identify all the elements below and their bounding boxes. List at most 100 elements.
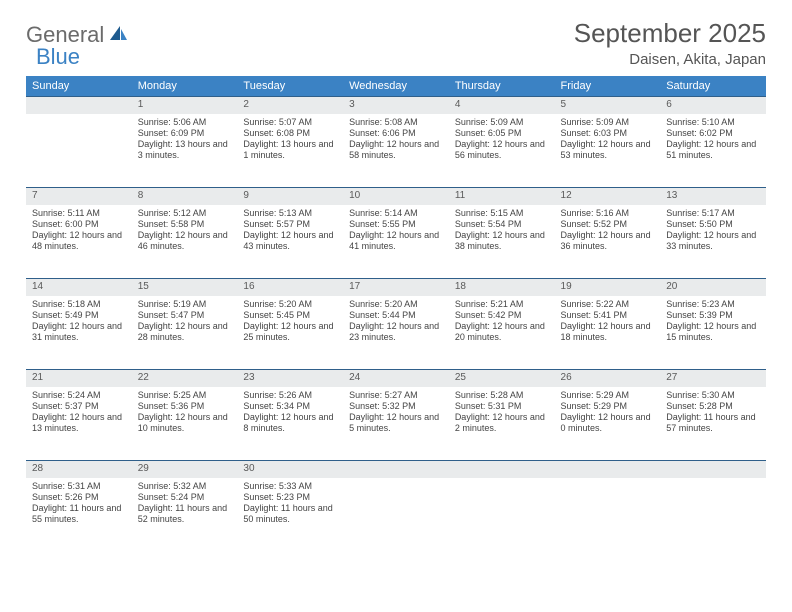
day-content-cell: Sunrise: 5:24 AMSunset: 5:37 PMDaylight:… — [26, 387, 132, 461]
day-number-cell: 7 — [26, 188, 132, 205]
sunset-line: Sunset: 5:26 PM — [32, 492, 126, 503]
sunrise-line: Sunrise: 5:28 AM — [455, 390, 549, 401]
day-number-cell: 5 — [555, 97, 661, 114]
sunset-line: Sunset: 5:55 PM — [349, 219, 443, 230]
day-number-cell: 26 — [555, 370, 661, 387]
sunrise-line: Sunrise: 5:08 AM — [349, 117, 443, 128]
day-number-cell: 18 — [449, 279, 555, 296]
daylight-line: Daylight: 12 hours and 8 minutes. — [243, 412, 337, 435]
weekday-header: Monday — [132, 76, 238, 97]
sunset-line: Sunset: 5:28 PM — [666, 401, 760, 412]
weekday-header-row: SundayMondayTuesdayWednesdayThursdayFrid… — [26, 76, 766, 97]
sunset-line: Sunset: 6:09 PM — [138, 128, 232, 139]
sunset-line: Sunset: 5:29 PM — [561, 401, 655, 412]
sunrise-line: Sunrise: 5:22 AM — [561, 299, 655, 310]
sunrise-line: Sunrise: 5:31 AM — [32, 481, 126, 492]
sunset-line: Sunset: 5:54 PM — [455, 219, 549, 230]
day-number-cell: 22 — [132, 370, 238, 387]
daylight-line: Daylight: 11 hours and 52 minutes. — [138, 503, 232, 526]
sunrise-line: Sunrise: 5:20 AM — [349, 299, 443, 310]
daynum-row: 78910111213 — [26, 188, 766, 205]
sunset-line: Sunset: 5:24 PM — [138, 492, 232, 503]
content-row: Sunrise: 5:11 AMSunset: 6:00 PMDaylight:… — [26, 205, 766, 279]
content-row: Sunrise: 5:18 AMSunset: 5:49 PMDaylight:… — [26, 296, 766, 370]
sunrise-line: Sunrise: 5:24 AM — [32, 390, 126, 401]
day-number-cell: 11 — [449, 188, 555, 205]
sunrise-line: Sunrise: 5:19 AM — [138, 299, 232, 310]
day-content-cell: Sunrise: 5:06 AMSunset: 6:09 PMDaylight:… — [132, 114, 238, 188]
sunrise-line: Sunrise: 5:12 AM — [138, 208, 232, 219]
day-number-cell: 10 — [343, 188, 449, 205]
daylight-line: Daylight: 11 hours and 55 minutes. — [32, 503, 126, 526]
day-content-cell: Sunrise: 5:33 AMSunset: 5:23 PMDaylight:… — [237, 478, 343, 552]
sunset-line: Sunset: 5:42 PM — [455, 310, 549, 321]
daylight-line: Daylight: 12 hours and 31 minutes. — [32, 321, 126, 344]
day-content-cell — [449, 478, 555, 552]
sunrise-line: Sunrise: 5:11 AM — [32, 208, 126, 219]
sunrise-line: Sunrise: 5:07 AM — [243, 117, 337, 128]
sunrise-line: Sunrise: 5:14 AM — [349, 208, 443, 219]
day-number-cell — [555, 461, 661, 478]
day-number-cell: 30 — [237, 461, 343, 478]
day-number-cell: 16 — [237, 279, 343, 296]
day-content-cell: Sunrise: 5:12 AMSunset: 5:58 PMDaylight:… — [132, 205, 238, 279]
day-content-cell: Sunrise: 5:26 AMSunset: 5:34 PMDaylight:… — [237, 387, 343, 461]
sunset-line: Sunset: 6:05 PM — [455, 128, 549, 139]
sunset-line: Sunset: 5:47 PM — [138, 310, 232, 321]
sunset-line: Sunset: 5:37 PM — [32, 401, 126, 412]
logo-text-blue: Blue — [36, 44, 80, 69]
day-number-cell: 23 — [237, 370, 343, 387]
daylight-line: Daylight: 12 hours and 36 minutes. — [561, 230, 655, 253]
day-content-cell: Sunrise: 5:27 AMSunset: 5:32 PMDaylight:… — [343, 387, 449, 461]
day-number-cell: 1 — [132, 97, 238, 114]
day-number-cell: 29 — [132, 461, 238, 478]
sunset-line: Sunset: 6:08 PM — [243, 128, 337, 139]
day-content-cell: Sunrise: 5:18 AMSunset: 5:49 PMDaylight:… — [26, 296, 132, 370]
sunrise-line: Sunrise: 5:27 AM — [349, 390, 443, 401]
daylight-line: Daylight: 12 hours and 25 minutes. — [243, 321, 337, 344]
sunset-line: Sunset: 5:44 PM — [349, 310, 443, 321]
title-block: September 2025 Daisen, Akita, Japan — [574, 18, 766, 68]
daylight-line: Daylight: 12 hours and 46 minutes. — [138, 230, 232, 253]
day-content-cell: Sunrise: 5:30 AMSunset: 5:28 PMDaylight:… — [660, 387, 766, 461]
sunrise-line: Sunrise: 5:25 AM — [138, 390, 232, 401]
sunrise-line: Sunrise: 5:15 AM — [455, 208, 549, 219]
daylight-line: Daylight: 12 hours and 38 minutes. — [455, 230, 549, 253]
sunrise-line: Sunrise: 5:30 AM — [666, 390, 760, 401]
daylight-line: Daylight: 12 hours and 23 minutes. — [349, 321, 443, 344]
calendar-table: SundayMondayTuesdayWednesdayThursdayFrid… — [26, 76, 766, 552]
daylight-line: Daylight: 11 hours and 50 minutes. — [243, 503, 337, 526]
weekday-header: Saturday — [660, 76, 766, 97]
daylight-line: Daylight: 12 hours and 2 minutes. — [455, 412, 549, 435]
day-content-cell: Sunrise: 5:19 AMSunset: 5:47 PMDaylight:… — [132, 296, 238, 370]
day-number-cell: 2 — [237, 97, 343, 114]
day-content-cell: Sunrise: 5:25 AMSunset: 5:36 PMDaylight:… — [132, 387, 238, 461]
weekday-header: Tuesday — [237, 76, 343, 97]
day-content-cell: Sunrise: 5:23 AMSunset: 5:39 PMDaylight:… — [660, 296, 766, 370]
day-number-cell: 24 — [343, 370, 449, 387]
sunset-line: Sunset: 5:50 PM — [666, 219, 760, 230]
sunrise-line: Sunrise: 5:09 AM — [561, 117, 655, 128]
sunrise-line: Sunrise: 5:26 AM — [243, 390, 337, 401]
day-number-cell — [343, 461, 449, 478]
daylight-line: Daylight: 12 hours and 33 minutes. — [666, 230, 760, 253]
day-number-cell: 12 — [555, 188, 661, 205]
daylight-line: Daylight: 12 hours and 41 minutes. — [349, 230, 443, 253]
calendar-body: 123456Sunrise: 5:06 AMSunset: 6:09 PMDay… — [26, 97, 766, 552]
sunrise-line: Sunrise: 5:18 AM — [32, 299, 126, 310]
day-number-cell: 28 — [26, 461, 132, 478]
day-content-cell: Sunrise: 5:13 AMSunset: 5:57 PMDaylight:… — [237, 205, 343, 279]
sunrise-line: Sunrise: 5:13 AM — [243, 208, 337, 219]
day-number-cell: 19 — [555, 279, 661, 296]
day-number-cell: 8 — [132, 188, 238, 205]
sunset-line: Sunset: 5:34 PM — [243, 401, 337, 412]
day-content-cell: Sunrise: 5:32 AMSunset: 5:24 PMDaylight:… — [132, 478, 238, 552]
day-number-cell: 9 — [237, 188, 343, 205]
day-number-cell: 4 — [449, 97, 555, 114]
day-content-cell: Sunrise: 5:22 AMSunset: 5:41 PMDaylight:… — [555, 296, 661, 370]
page-title: September 2025 — [574, 18, 766, 49]
day-content-cell: Sunrise: 5:29 AMSunset: 5:29 PMDaylight:… — [555, 387, 661, 461]
daylight-line: Daylight: 12 hours and 58 minutes. — [349, 139, 443, 162]
daynum-row: 21222324252627 — [26, 370, 766, 387]
day-content-cell: Sunrise: 5:08 AMSunset: 6:06 PMDaylight:… — [343, 114, 449, 188]
